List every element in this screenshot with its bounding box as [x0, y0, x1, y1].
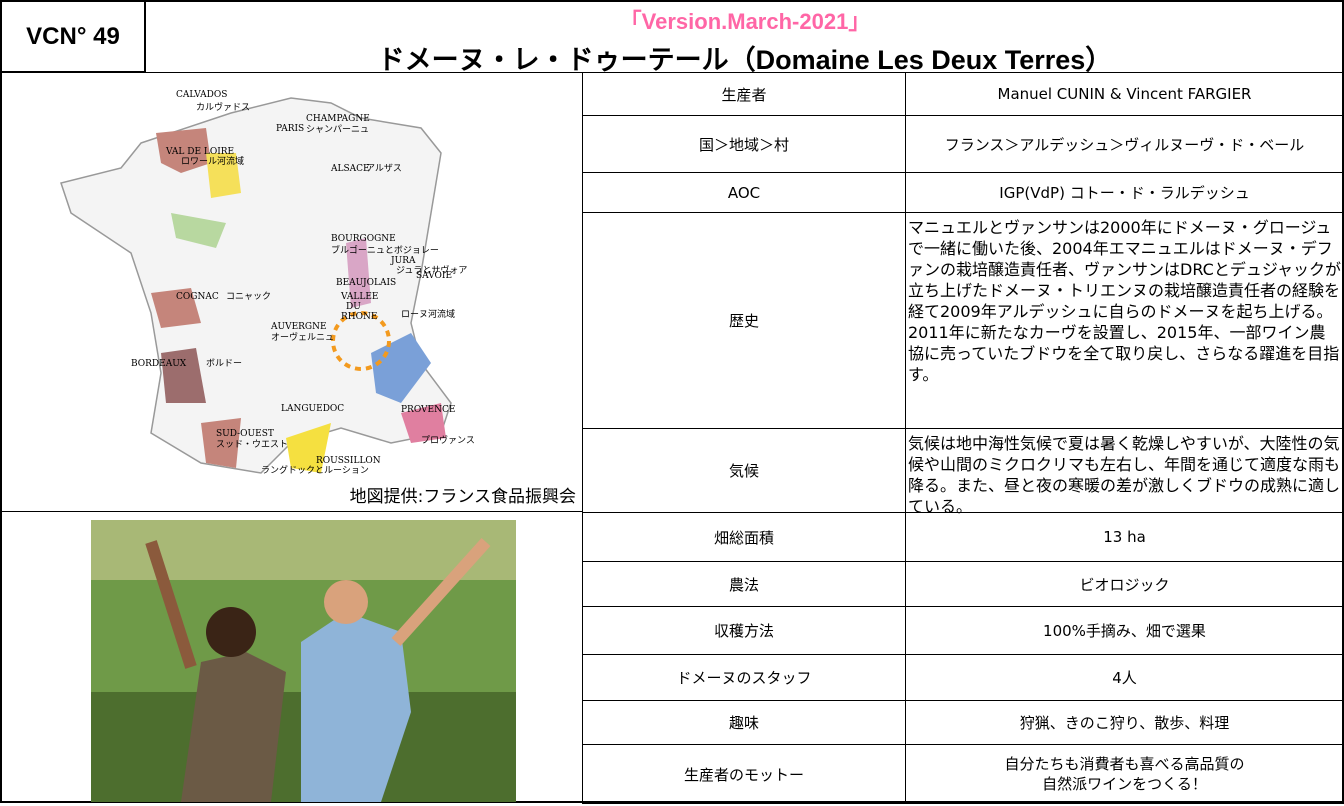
map-label: ROUSSILLON: [316, 456, 381, 466]
label-cell: 生産者: [582, 72, 906, 116]
map-label: シャンパーニュ: [306, 124, 369, 135]
map-label: ジュラとサヴォア: [396, 264, 467, 276]
map-credit: 地図提供:フランス食品振興会: [349, 487, 576, 507]
map-label: PARIS: [276, 124, 304, 134]
label-cell: 収穫方法: [582, 606, 906, 655]
map-label: ブルゴーニュとボジョレー: [331, 244, 439, 256]
value-cell: 13 ha: [905, 512, 1344, 562]
value-cell: IGP(VdP) コトー・ド・ラルデッシュ: [905, 172, 1344, 213]
doc-id: VCN° 49: [26, 22, 120, 50]
map-label: BOURGOGNE: [331, 234, 396, 244]
map-cell: CHAMPAGNE シャンパーニュ CALVADOS カルヴァドス PARIS ALSAC…: [0, 72, 583, 512]
map-label: VALLEE: [340, 292, 378, 302]
map-label: スッド・ウエスト: [216, 439, 288, 450]
label-cell: 畑総面積: [582, 512, 906, 562]
map-label: オーヴェルニュ: [271, 331, 334, 343]
map-label: CALVADOS: [176, 90, 227, 100]
photo: [91, 520, 516, 802]
value-cell: フランス＞アルデッシュ＞ヴィルヌーヴ・ド・ベール: [905, 115, 1344, 173]
map-label: BEAUJOLAIS: [336, 278, 396, 288]
label-cell: 気候: [582, 428, 906, 513]
value-cell: 自分たちも消費者も喜べる高品質の 自然派ワインをつくる！: [905, 744, 1344, 804]
map-label: ALSACE: [330, 164, 370, 174]
label-cell: 歴史: [582, 212, 906, 429]
label-cell: 国＞地域＞村: [582, 115, 906, 173]
map-label: DU: [346, 302, 361, 312]
map-label: LANGUEDOC: [281, 404, 344, 414]
map-label: RHONE: [341, 312, 377, 322]
map-label: SUD-OUEST: [216, 429, 274, 439]
label-cell: ドメーヌのスタッフ: [582, 654, 906, 701]
label-cell: 農法: [582, 561, 906, 607]
map-label: PROVENCE: [401, 405, 455, 415]
map-label: ラングドックとルーション: [261, 464, 369, 476]
label-cell: 趣味: [582, 700, 906, 745]
value-cell: マニュエルとヴァンサンは2000年にドメーヌ・グロージュで一緒に働いた後、200…: [905, 212, 1344, 429]
map-label: ロワール河流域: [181, 155, 244, 167]
value-cell: 4人: [905, 654, 1344, 701]
map-label: COGNAC: [176, 292, 219, 302]
map-label: BORDEAUX: [131, 359, 187, 369]
label-cell: AOC: [582, 172, 906, 213]
map-label: カルヴァドス: [196, 101, 250, 113]
map-label: ローヌ河流域: [401, 308, 455, 320]
value-cell: 狩猟、きのこ狩り、散歩、料理: [905, 700, 1344, 745]
value-cell: 100%手摘み、畑で選果: [905, 606, 1344, 655]
map-label: AUVERGNE: [270, 322, 327, 332]
photo-cell: [0, 511, 583, 803]
value-cell: 気候は地中海性気候で夏は暑く乾燥しやすいが、大陸性の気候や山間のミクロクリマも左…: [905, 428, 1344, 516]
title: ドメーヌ・レ・ドゥーテール（Domaine Les Deux Terres）: [377, 45, 1113, 75]
value-cell: ビオロジック: [905, 561, 1344, 607]
map-label: CHAMPAGNE: [306, 114, 370, 124]
map-label: VAL DE LOIRE: [165, 147, 234, 157]
map-label: アルザス: [366, 163, 402, 174]
map-label: JURA: [390, 256, 416, 266]
map-label: ボルドー: [206, 358, 242, 369]
value-cell: Manuel CUNIN & Vincent FARGIER: [905, 72, 1344, 116]
version: 「Version.March-2021」: [619, 9, 871, 34]
label-cell: 生産者のモットー: [582, 744, 906, 804]
map-label: プロヴァンス: [421, 434, 475, 446]
map-label: コニャック: [226, 291, 271, 302]
map-label: SAVOIE: [416, 271, 452, 281]
id-cell: VCN° 49: [0, 0, 146, 73]
